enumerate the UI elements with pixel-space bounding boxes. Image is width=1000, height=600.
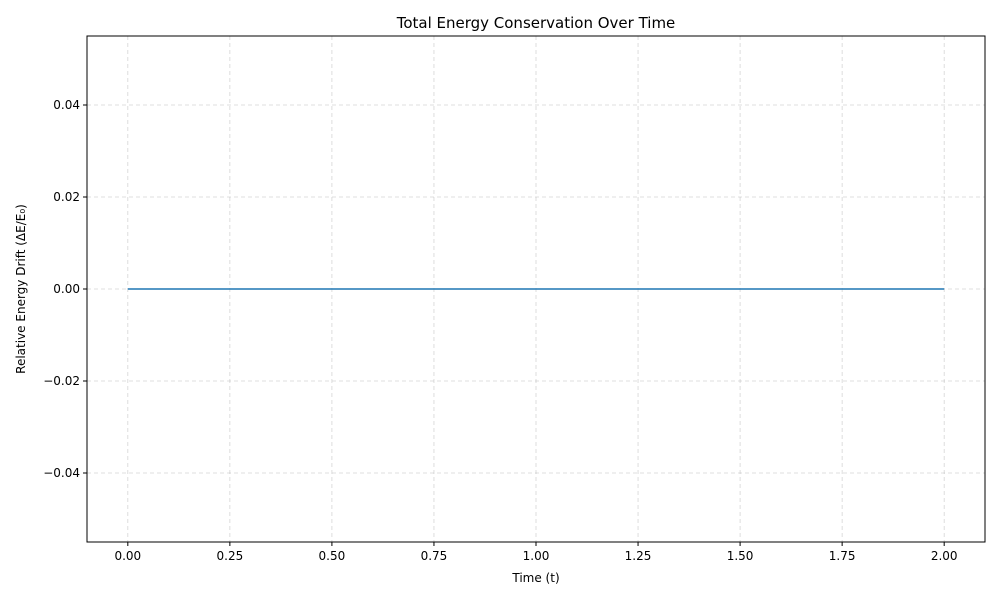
x-tick-label: 1.75 — [829, 549, 856, 563]
x-tick-label: 0.00 — [114, 549, 141, 563]
y-tick-label: 0.04 — [53, 98, 80, 112]
y-axis-label: Relative Energy Drift (ΔE/E₀) — [14, 204, 28, 374]
x-tick-label: 1.50 — [727, 549, 754, 563]
y-axis-ticks: −0.04 −0.02 0.00 0.02 0.04 — [43, 98, 87, 480]
x-axis-label: Time (t) — [511, 571, 559, 585]
y-tick-label: −0.04 — [43, 466, 80, 480]
x-tick-label: 0.75 — [421, 549, 448, 563]
x-tick-label: 2.00 — [931, 549, 958, 563]
x-axis-ticks: 0.00 0.25 0.50 0.75 1.00 1.25 1.50 1.75 2.00 — [114, 542, 958, 563]
x-tick-label: 1.00 — [523, 549, 550, 563]
chart-title: Total Energy Conservation Over Time — [396, 14, 676, 32]
x-tick-label: 0.50 — [319, 549, 346, 563]
x-tick-label: 1.25 — [625, 549, 652, 563]
x-tick-label: 0.25 — [217, 549, 244, 563]
y-tick-label: 0.02 — [53, 190, 80, 204]
y-tick-label: −0.02 — [43, 374, 80, 388]
y-tick-label: 0.00 — [53, 282, 80, 296]
